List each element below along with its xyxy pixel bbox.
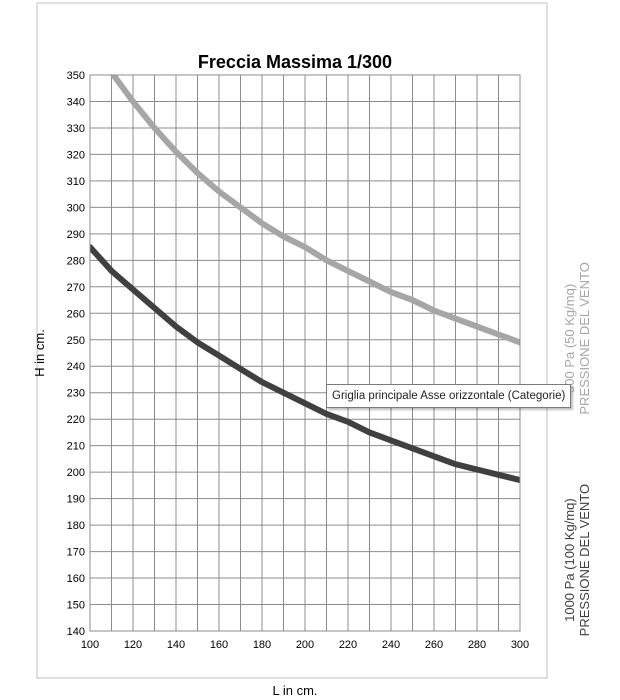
- x-tick-label: 160: [210, 639, 228, 651]
- x-tick-labels: 100 120 140 160 180 200 220 240 260 280 300: [81, 639, 529, 651]
- y-tick-label: 160: [67, 573, 85, 585]
- series-label-line: 500 Pa (50 Kg/mq): [562, 284, 577, 393]
- y-tick-label: 270: [67, 282, 85, 294]
- chart-title: Freccia Massima 1/300: [198, 52, 392, 72]
- x-tick-label: 220: [339, 639, 357, 651]
- y-tick-label: 240: [67, 361, 85, 373]
- y-tick-label: 230: [67, 388, 85, 400]
- y-tick-label: 250: [67, 335, 85, 347]
- series-label-1: 500 Pa (50 Kg/mq) PRESSIONE DEL VENTO: [562, 262, 592, 414]
- y-tick-label: 150: [67, 600, 85, 612]
- y-tick-label: 140: [67, 626, 85, 638]
- y-axis-label: H in cm.: [32, 329, 47, 377]
- x-tick-label: 120: [124, 639, 142, 651]
- series-lines: [90, 75, 520, 484]
- series-label-line: PRESSIONE DEL VENTO: [577, 262, 592, 414]
- y-tick-label: 310: [67, 176, 85, 188]
- gridline-tooltip: Griglia principale Asse orizzontale (Cat…: [326, 384, 572, 408]
- x-tick-label: 200: [296, 639, 314, 651]
- x-tick-label: 180: [253, 639, 271, 651]
- plot-area-border: [89, 74, 521, 632]
- series-label-line: 1000 Pa (100 Kg/mq): [562, 498, 577, 622]
- x-tick-label: 240: [382, 639, 400, 651]
- chart-area-border: [36, 2, 548, 679]
- y-tick-label: 330: [67, 123, 85, 135]
- series-label-line: PRESSIONE DEL VENTO: [577, 484, 592, 636]
- series-line-1: [109, 75, 520, 346]
- y-tick-label: 350: [67, 70, 85, 82]
- y-tick-label: 190: [67, 494, 85, 506]
- x-tick-label: 140: [167, 639, 185, 651]
- series-line-2: [90, 244, 520, 484]
- y-tick-labels: 140 150 160 170 180 190 200 210 220 230 240 250 260 2…: [67, 70, 85, 638]
- x-tick-label: 300: [511, 639, 529, 651]
- series-labels: 500 Pa (50 Kg/mq) PRESSIONE DEL VENTO1000…: [562, 262, 592, 636]
- series-label-2: 1000 Pa (100 Kg/mq) PRESSIONE DEL VENTO: [562, 484, 592, 636]
- x-tick-label: 280: [468, 639, 486, 651]
- gridlines: [89, 74, 521, 632]
- y-tick-label: 300: [67, 202, 85, 214]
- y-tick-label: 280: [67, 255, 85, 267]
- x-axis-label: L in cm.: [272, 683, 317, 698]
- y-tick-label: 180: [67, 520, 85, 532]
- y-tick-label: 170: [67, 547, 85, 559]
- y-tick-label: 320: [67, 149, 85, 161]
- y-tick-label: 210: [67, 441, 85, 453]
- x-tick-label: 260: [425, 639, 443, 651]
- y-tick-label: 290: [67, 229, 85, 241]
- x-tick-label: 100: [81, 639, 99, 651]
- y-tick-label: 220: [67, 414, 85, 426]
- y-tick-label: 200: [67, 467, 85, 479]
- y-tick-label: 260: [67, 308, 85, 320]
- y-tick-label: 340: [67, 96, 85, 108]
